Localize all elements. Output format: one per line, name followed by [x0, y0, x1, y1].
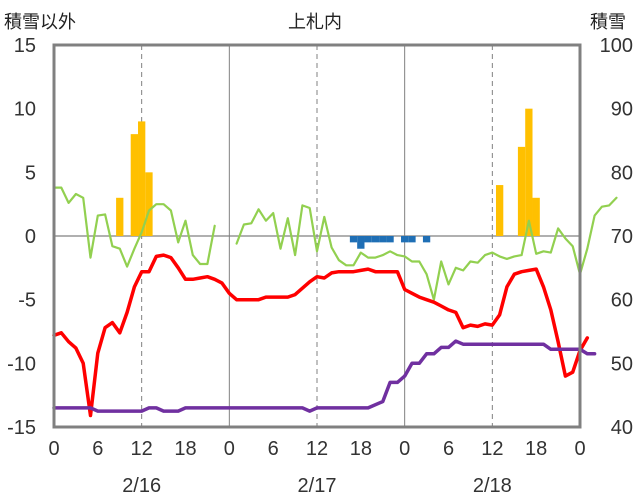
right-tick-label: 60: [611, 290, 633, 312]
x-tick-label: 18: [350, 438, 372, 460]
x-tick-label: 12: [481, 438, 503, 460]
left-axis-label: 積雪以外: [4, 12, 76, 33]
plot-frame: [52, 43, 582, 429]
blue-bar: [379, 236, 387, 243]
blue-bar: [364, 236, 372, 243]
right-tick-label: 70: [611, 226, 633, 248]
blue-bar: [386, 236, 394, 243]
x-tick-label: 6: [443, 438, 454, 460]
blue-bar: [371, 236, 380, 243]
precip-bar: [145, 172, 153, 236]
x-tick-label: 6: [92, 438, 103, 460]
date-label: 2/17: [298, 475, 337, 497]
left-tick-label: 5: [25, 162, 36, 184]
right-tick-label: 90: [611, 99, 633, 121]
x-tick-label: 0: [574, 438, 585, 460]
precip-bar: [138, 121, 146, 236]
right-tick-label: 80: [611, 162, 633, 184]
precip-bar: [525, 108, 533, 236]
blue-bar: [408, 236, 416, 243]
x-tick-label: 18: [525, 438, 547, 460]
date-label: 2/18: [473, 475, 512, 497]
x-tick-label: 0: [48, 438, 59, 460]
blue-bar: [422, 236, 431, 243]
right-tick-label: 50: [611, 353, 633, 375]
left-tick-label: 15: [14, 35, 36, 57]
left-tick-label: 0: [25, 226, 36, 248]
date-label: 2/16: [122, 475, 161, 497]
left-tick-label: -5: [18, 290, 36, 312]
x-tick-label: 12: [131, 438, 153, 460]
right-tick-label: 100: [600, 35, 633, 57]
chart-title: 上札内: [288, 12, 342, 33]
precip-bar: [495, 185, 504, 236]
precip-bar: [517, 146, 526, 236]
right-axis-label: 積雪: [590, 12, 626, 33]
x-tick-label: 0: [399, 438, 410, 460]
x-tick-label: 0: [224, 438, 235, 460]
blue-bar: [349, 236, 358, 243]
purple-series-line: [52, 339, 597, 413]
green-series-line: [52, 186, 618, 301]
left-tick-label: -15: [7, 417, 36, 439]
precip-bar: [532, 197, 540, 236]
x-tick-label: 6: [268, 438, 279, 460]
precip-bar: [130, 134, 139, 236]
left-tick-label: 10: [14, 99, 36, 121]
right-tick-label: 40: [611, 417, 633, 439]
x-tick-label: 18: [174, 438, 196, 460]
red-series-line: [52, 253, 590, 418]
x-tick-label: 12: [306, 438, 328, 460]
blue-bar: [401, 236, 409, 243]
blue-bar: [357, 236, 365, 249]
left-tick-label: -10: [7, 353, 36, 375]
precip-bar: [116, 197, 124, 236]
